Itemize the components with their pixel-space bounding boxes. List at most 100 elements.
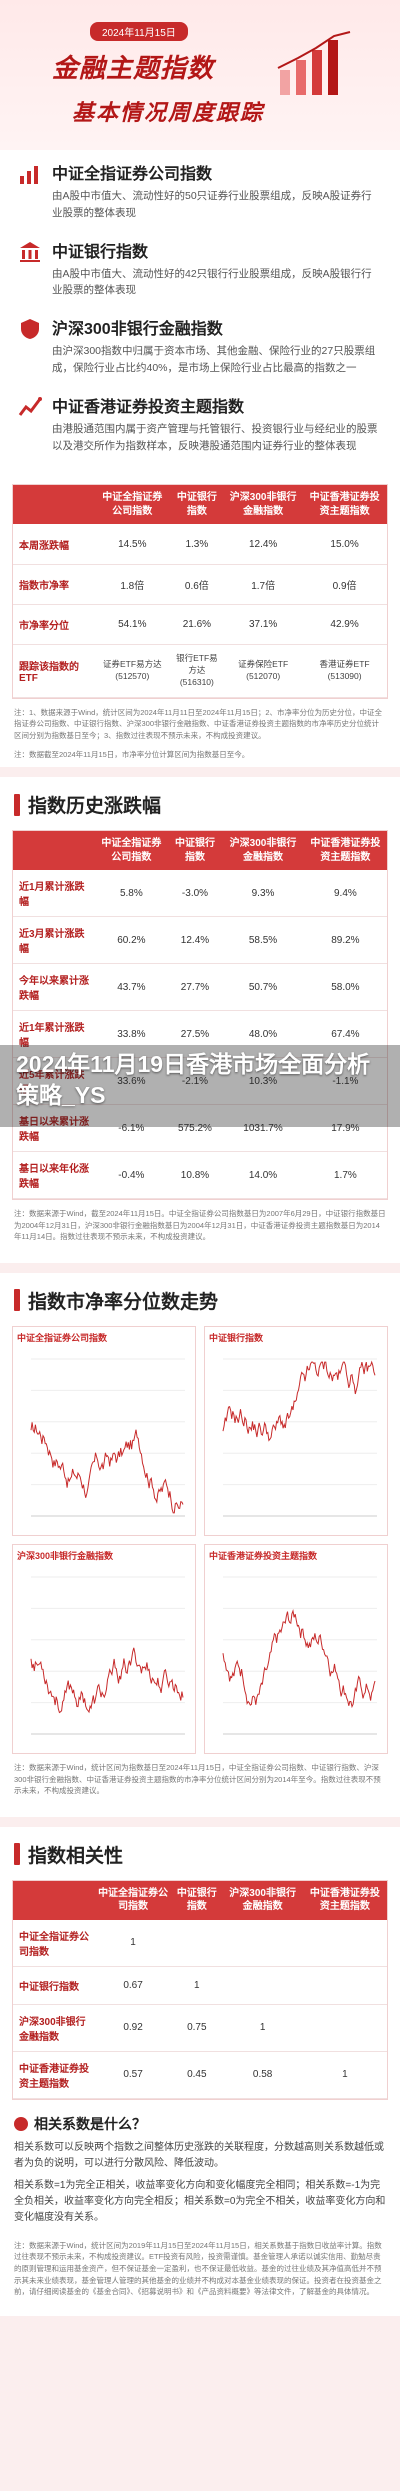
- footnote: 注：数据来源于Wind，统计区间为指数基日至2024年11月15日，中证全指证券…: [14, 1762, 381, 1796]
- question-title-text: 相关系数是什么？: [34, 2115, 146, 2132]
- table-header: 中证银行指数: [169, 485, 225, 525]
- correlation-explain: 相关系数是什么？ 相关系数可以反映两个指数之间整体历史涨跌的关联程度，分数越高则…: [14, 2114, 386, 2226]
- index-card-desc: 由A股中市值大、流动性好的42只银行行业股票组成，反映A股银行行业股票的整体表现: [52, 267, 372, 297]
- table-row: 基日以来年化涨跌幅 -0.4% 10.8% 14.0% 1.7%: [13, 1151, 387, 1200]
- table-cell: 5.8%: [95, 870, 168, 918]
- date-pill: 2024年11月15日: [90, 22, 188, 41]
- history-table: 中证全指证券公司指数 中证银行指数 沪深300非银行金融指数 中证香港证券投资主…: [12, 830, 388, 1201]
- row-label: 近5年累计涨跌幅: [13, 1057, 95, 1106]
- header-banner: 2024年11月15日 金融主题指数 基本情况周度跟踪: [0, 0, 400, 150]
- table-header: 沪深300非银行金融指数: [222, 1880, 303, 1920]
- index-card: 沪深300非银行金融指数 由沪深300指数中归属于资本市场、其他金融、保险行业的…: [18, 315, 382, 377]
- pb-chart: 中证全指证券公司指数: [12, 1325, 196, 1536]
- etf-cell: 证券保险ETF (512070): [224, 644, 303, 698]
- table-row: 沪深300非银行金融指数 0.92 0.75 1: [13, 2004, 387, 2052]
- table-cell: 0.57: [95, 2051, 172, 2099]
- table-cell: 50.7%: [222, 963, 304, 1012]
- table-row: 跟踪该指数的ETF 证券ETF易方达 (512570) 银行ETF易方达 (51…: [13, 644, 387, 698]
- index-cards: 中证全指证券公司指数 由A股中市值大、流动性好的50只证券行业股票组成，反映A股…: [0, 150, 400, 481]
- table-cell: 1: [222, 2004, 303, 2052]
- index-card-title: 中证香港证券投资主题指数: [52, 398, 245, 416]
- section-title-text: 指数相关性: [28, 1845, 124, 1867]
- table-cell: 1: [95, 1919, 172, 1967]
- table-cell: 33.8%: [95, 1010, 168, 1059]
- table-row: 指数市净率 1.8倍 0.6倍 1.7倍 0.9倍: [13, 564, 387, 605]
- table-header: 中证香港证券投资主题指数: [302, 1880, 387, 1920]
- footnote: 注：1、数据来源于Wind，统计区间为2024年11月11日至2024年11月1…: [14, 707, 382, 740]
- table-row: 近1月累计涨跌幅 5.8% -3.0% 9.3% 9.4%: [13, 870, 387, 918]
- table-cell: -2.1%: [167, 1057, 223, 1106]
- row-label: 跟踪该指数的ETF: [13, 644, 95, 698]
- chart-line-svg: [222, 1576, 377, 1735]
- trend-icon: [20, 166, 38, 184]
- table-row: 本周涨跌幅 14.5% 1.3% 12.4% 15.0%: [13, 524, 387, 565]
- correlation-table: 中证全指证券公司指数 中证银行指数 沪深300非银行金融指数 中证香港证券投资主…: [12, 1879, 388, 2100]
- row-label: 近3月累计涨跌幅: [13, 916, 95, 965]
- table-row: 近1年累计涨跌幅 33.8% 27.5% 48.0% 67.4%: [13, 1010, 387, 1059]
- chart-title: 中证香港证券投资主题指数: [209, 1550, 318, 1561]
- table-cell: 1.3%: [169, 524, 225, 565]
- chart-decoration-icon: [277, 31, 351, 95]
- etf-cell: 银行ETF易方达 (516310): [169, 644, 225, 698]
- table-cell: 9.4%: [303, 870, 387, 918]
- table-cell: 60.2%: [95, 916, 168, 965]
- page-subtitle: 基本情况周度跟踪: [72, 100, 265, 125]
- index-card-title: 沪深300非银行金融指数: [52, 321, 223, 339]
- table-cell: 15.0%: [302, 524, 387, 565]
- table-cell: 27.7%: [167, 963, 223, 1012]
- question-text: 相关系数可以反映两个指数之间整体历史涨跌的关联程度，分数越高则关系数越低或者为负…: [14, 2141, 384, 2169]
- table-cell: 1031.7%: [222, 1104, 304, 1153]
- chart-line-svg: [30, 1576, 185, 1735]
- footnote: 注：数据来源于Wind，截至2024年11月15日。中证全指证券公司指数基日为2…: [14, 1209, 386, 1242]
- table-cell: 10.8%: [167, 1151, 223, 1200]
- row-label: 中证香港证券投资主题指数: [13, 2051, 95, 2099]
- row-label: 指数市净率: [13, 564, 95, 605]
- footnote: 注：数据来源于Wind，统计区间为2019年11月15日至2024年11月15日…: [14, 2240, 382, 2297]
- row-label: 基日以来累计涨跌幅: [13, 1104, 95, 1153]
- question-title: 相关系数是什么？: [14, 2114, 386, 2134]
- correlation-section: 指数相关性 中证全指证券公司指数 中证银行指数 沪深300非银行金融指数 中证香…: [0, 1826, 400, 2316]
- table-header: 中证香港证券投资主题指数: [302, 485, 387, 525]
- chart-line-svg: [222, 1358, 377, 1517]
- table-cell: 27.5%: [167, 1010, 223, 1059]
- table-header: 沪深300非银行金融指数: [222, 831, 304, 871]
- table-cell: 0.75: [171, 2004, 223, 2052]
- table-cell: 21.6%: [169, 604, 225, 645]
- question-dot-icon: [14, 2116, 28, 2131]
- table-header: 中证全指证券公司指数: [95, 485, 170, 525]
- index-card: 中证银行指数 由A股中市值大、流动性好的42只银行行业股票组成，反映A股银行行业…: [18, 238, 382, 300]
- chart-title: 中证银行指数: [209, 1332, 264, 1343]
- table-cell: [302, 1919, 387, 1967]
- section-bar-icon: [14, 1289, 20, 1312]
- table-cell: -0.4%: [95, 1151, 168, 1200]
- table-cell: 0.9倍: [302, 564, 387, 605]
- row-label: 本周涨跌幅: [13, 524, 95, 565]
- section-title-text: 指数历史涨跌幅: [28, 796, 162, 818]
- table-cell: 12.4%: [167, 916, 223, 965]
- chart-line-svg: [30, 1358, 185, 1517]
- table-cell: 33.6%: [95, 1057, 168, 1106]
- table-cell: 58.0%: [303, 963, 387, 1012]
- row-label: 近1年累计涨跌幅: [13, 1010, 95, 1059]
- table-header: [13, 831, 95, 871]
- table-cell: 1.7%: [303, 1151, 387, 1200]
- table-header: [13, 485, 95, 525]
- section-bar-icon: [14, 793, 20, 816]
- table-row: 基日以来累计涨跌幅 -6.1% 575.2% 1031.7% 17.9%: [13, 1104, 387, 1153]
- table-header: 中证全指证券公司指数: [95, 1880, 172, 1920]
- table-cell: 1.7倍: [224, 564, 303, 605]
- table-row: 市净率分位 54.1% 21.6% 37.1% 42.9%: [13, 604, 387, 645]
- pb-chart: 中证银行指数: [204, 1325, 388, 1536]
- chart-series-line: [30, 1422, 184, 1514]
- table-row: 近5年累计涨跌幅 33.6% -2.1% 10.3% -1.1%: [13, 1057, 387, 1106]
- chart-grid: 中证全指证券公司指数 中证银行指数 沪深300非银行金融指数 中证香港证券投资主…: [12, 1325, 388, 1754]
- section-bar-icon: [14, 1843, 20, 1866]
- table-cell: 89.2%: [303, 916, 387, 965]
- table-header: 中证香港证券投资主题指数: [303, 831, 387, 871]
- pb-chart: 中证香港证券投资主题指数: [204, 1543, 388, 1754]
- table-cell: 54.1%: [95, 604, 170, 645]
- pb-chart-section: 指数市净率分位数走势 中证全指证券公司指数 中证银行指数 沪深300非银行金融指…: [0, 1272, 400, 1817]
- index-card-title: 中证全指证券公司指数: [52, 166, 213, 183]
- index-card-desc: 由港股通范围内属于资产管理与托管银行、投资银行业与经纪业的股票以及港交所作为指数…: [52, 422, 378, 452]
- table-cell: 58.5%: [222, 916, 304, 965]
